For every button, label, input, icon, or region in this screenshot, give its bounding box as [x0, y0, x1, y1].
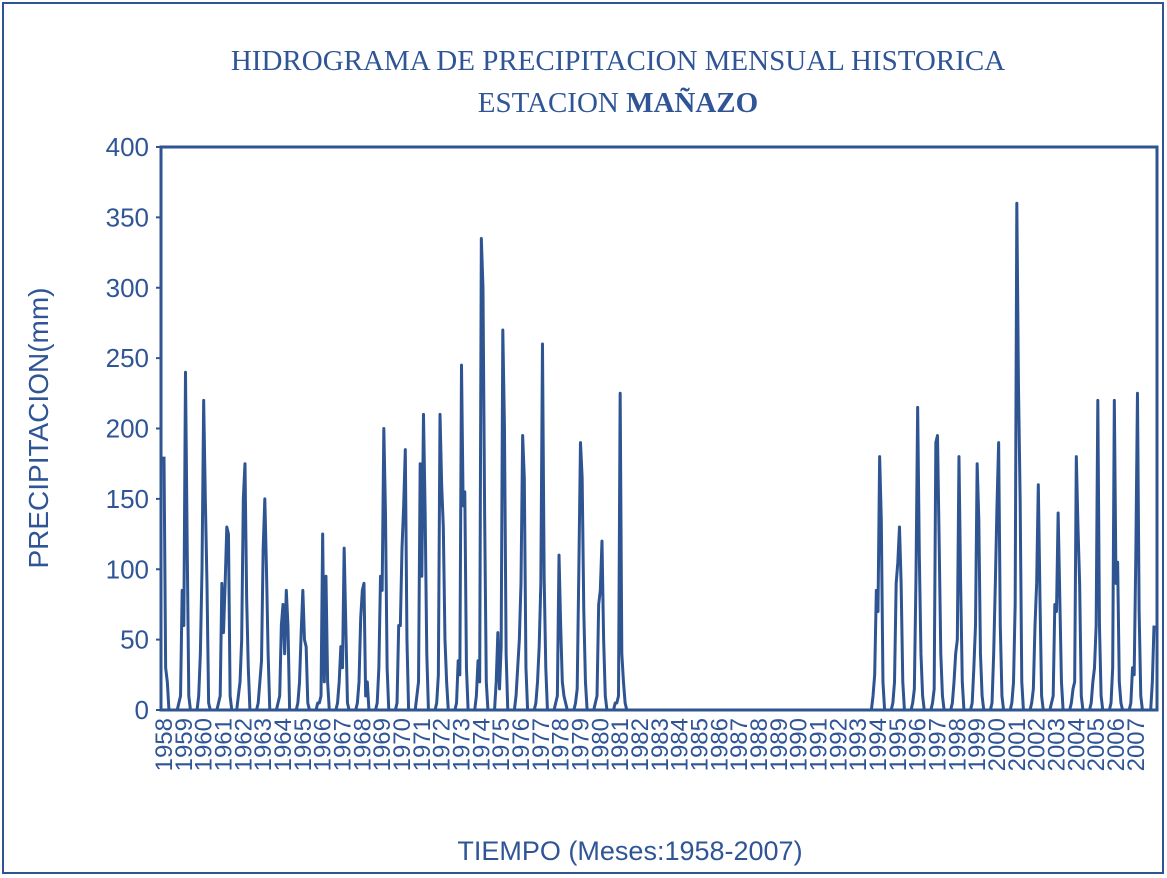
x-tick-label: 1986	[706, 718, 733, 771]
x-tick-label: 1969	[369, 718, 396, 771]
x-tick-label: 1998	[944, 718, 971, 771]
x-tick-label: 1997	[924, 718, 951, 771]
x-tick-label: 1994	[865, 718, 892, 771]
x-tick-label: 2006	[1103, 718, 1130, 771]
x-tick-label: 1985	[686, 718, 713, 771]
x-tick-label: 1982	[627, 718, 654, 771]
subtitle-text: ESTACION	[478, 87, 619, 119]
chart-title: HIDROGRAMA DE PRECIPITACION MENSUAL HIST…	[231, 45, 1005, 77]
y-tick-label: 100	[106, 554, 149, 584]
y-tick-label: 150	[106, 484, 149, 514]
x-tick-label: 1973	[448, 718, 475, 771]
x-tick-label: 1993	[845, 718, 872, 771]
x-tick-label: 1979	[567, 718, 594, 771]
y-axis-label: PRECIPITACION(mm)	[23, 287, 54, 568]
x-tick-label: 1990	[786, 718, 813, 771]
y-tick-label: 250	[106, 343, 149, 373]
y-tick-label: 300	[106, 273, 149, 303]
x-tick-label: 1974	[468, 718, 495, 771]
x-tick-label: 1958	[151, 718, 178, 771]
x-tick-label: 1970	[389, 718, 416, 771]
x-tick-label: 1992	[825, 718, 852, 771]
x-tick-label: 2003	[1043, 718, 1070, 771]
chart-subtitle: ESTACION MAÑAZO	[478, 86, 758, 119]
x-tick-label: 1967	[329, 718, 356, 771]
x-tick-label: 1968	[349, 718, 376, 771]
y-tick-label: 350	[106, 202, 149, 232]
subtitle-emphasis: MAÑAZO	[626, 86, 758, 119]
data-line	[162, 201, 1156, 712]
x-tick-label: 1996	[905, 718, 932, 771]
x-tick-label: 2004	[1063, 718, 1090, 771]
x-tick-label: 2000	[984, 718, 1011, 771]
x-tick-label: 1981	[607, 718, 634, 771]
x-tick-label: 1961	[210, 718, 237, 771]
x-tick-label: 2002	[1024, 718, 1051, 771]
x-tick-label: 1965	[290, 718, 317, 771]
x-tick-label: 1980	[587, 718, 614, 771]
y-tick-label: 50	[120, 625, 149, 655]
x-tick-label: 2007	[1123, 718, 1150, 771]
y-tick-label: 0	[135, 695, 149, 725]
x-axis-label: TIEMPO (Meses:1958-2007)	[457, 836, 802, 866]
x-tick-label: 1959	[171, 718, 198, 771]
x-tick-label: 1972	[429, 718, 456, 771]
x-tick-label: 1962	[230, 718, 257, 771]
x-tick-label: 1966	[310, 718, 337, 771]
x-tick-label: 1991	[805, 718, 832, 771]
x-tick-label: 1999	[964, 718, 991, 771]
x-tick-label: 1960	[191, 718, 218, 771]
x-tick-label: 1984	[667, 718, 694, 771]
y-tick-label: 200	[106, 414, 149, 444]
x-tick-label: 1963	[250, 718, 277, 771]
x-tick-label: 1977	[528, 718, 555, 771]
x-tick-label: 1964	[270, 718, 297, 771]
x-tick-label: 2005	[1083, 718, 1110, 771]
x-tick-label: 1995	[885, 718, 912, 771]
x-tick-label: 1978	[548, 718, 575, 771]
x-tick-label: 1988	[746, 718, 773, 771]
x-tick-label: 1987	[726, 718, 753, 771]
x-tick-label: 1971	[409, 718, 436, 771]
x-tick-label: 1983	[647, 718, 674, 771]
x-tick-label: 1989	[766, 718, 793, 771]
y-tick-label: 400	[106, 132, 149, 162]
x-tick-label: 1975	[488, 718, 515, 771]
x-tick-label: 1976	[508, 718, 535, 771]
x-tick-label: 2001	[1004, 718, 1031, 771]
